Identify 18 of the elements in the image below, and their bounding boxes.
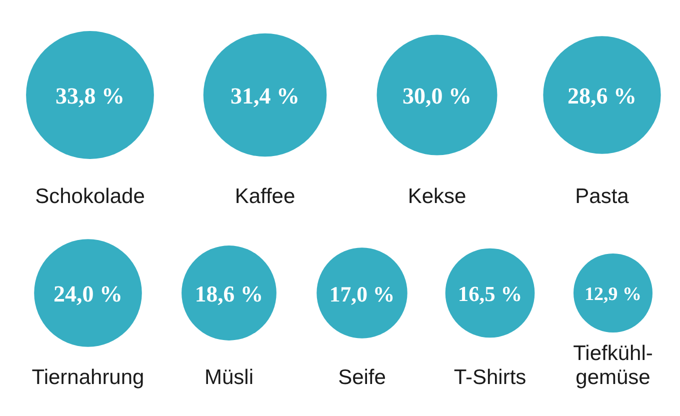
category-label: Müsli — [204, 366, 254, 389]
data-label: 16,5 % — [458, 282, 522, 306]
category-label: Kaffee — [234, 185, 296, 208]
category-label: Tiefkühl-gemüse — [573, 342, 653, 389]
data-label: 33,8 % — [56, 84, 124, 109]
data-label: 24,0 % — [54, 282, 122, 307]
category-label: Seife — [338, 366, 386, 389]
data-label: 12,9 % — [584, 284, 642, 306]
data-label: 31,4 % — [230, 84, 300, 109]
category-label: Pasta — [575, 185, 630, 208]
data-label: 18,6 % — [194, 282, 264, 307]
category-label: Kekse — [408, 185, 466, 208]
category-label: T-Shirts — [454, 366, 526, 389]
data-label: 17,0 % — [329, 282, 395, 306]
category-label: Schokolade — [35, 185, 145, 208]
data-label: 30,0 % — [402, 84, 472, 109]
category-label: Tiernahrung — [32, 366, 144, 389]
data-label: 28,6 % — [568, 84, 636, 109]
